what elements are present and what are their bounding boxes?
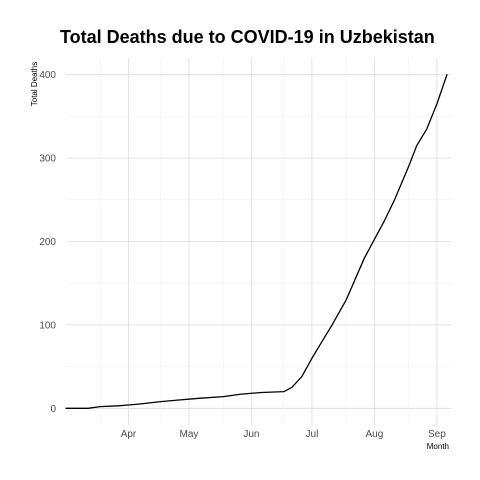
x-axis-ticks: Apr May Jun Jul Aug Sep (121, 429, 447, 440)
x-tick-label: Aug (366, 429, 384, 440)
y-axis-ticks: 0 100 200 300 400 (39, 70, 56, 415)
x-axis-title: Month (427, 442, 449, 451)
y-tick-label: 400 (39, 70, 56, 81)
y-tick-label: 300 (39, 154, 56, 165)
gridlines (66, 58, 451, 425)
x-tick-label: Jul (306, 429, 319, 440)
x-tick-label: May (180, 429, 199, 440)
chart-title: Total Deaths due to COVID-19 in Uzbekist… (60, 27, 435, 47)
y-tick-label: 100 (39, 320, 56, 331)
x-tick-label: Apr (121, 429, 137, 440)
x-tick-label: Sep (428, 429, 446, 440)
x-tick-label: Jun (243, 429, 259, 440)
y-axis-title: Total Deaths (30, 62, 39, 106)
y-tick-label: 200 (39, 237, 56, 248)
y-tick-label: 0 (50, 404, 56, 415)
series-line-total-deaths (65, 74, 448, 409)
series-layer (65, 74, 448, 409)
